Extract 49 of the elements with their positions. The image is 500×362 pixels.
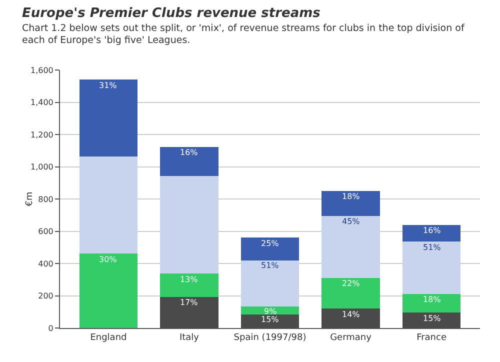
annotation: 22%: [342, 279, 360, 288]
x-tick-label: France: [416, 332, 447, 343]
x-tick-label: Spain (1997/98): [234, 332, 306, 343]
y-tick-label: 0: [48, 324, 54, 333]
annotation: 18%: [423, 295, 442, 304]
bar: [322, 190, 380, 216]
bar: [79, 156, 138, 254]
y-axis-title: €m: [25, 192, 35, 206]
annotation: 16%: [180, 148, 198, 157]
y-tick-label: 800: [38, 194, 54, 204]
annotation: 51%: [423, 243, 442, 252]
bar: [160, 274, 218, 298]
bar: [79, 80, 138, 157]
bar: [322, 278, 380, 309]
bar: [240, 238, 300, 260]
annotation: 45%: [342, 217, 360, 226]
annotation: 9%: [264, 307, 278, 316]
annotation: 18%: [342, 192, 360, 201]
y-tick-label: 400: [38, 259, 54, 268]
annotation: 31%: [99, 81, 118, 90]
annotation: 16%: [423, 226, 442, 235]
chart-title: Europe's Premier Clubs revenue streams: [22, 6, 322, 21]
y-tick-label: 1,200: [30, 130, 54, 140]
bar: [240, 260, 300, 306]
bar: [402, 225, 461, 242]
annotation: 30%: [99, 255, 118, 264]
chart-subtitle: Chart 1.2 below sets out the split, or 'mix', of revenue streams for clubs in the top division of each of Europe's 'big five' Leagues.: [22, 23, 466, 48]
y-tick-label: 600: [38, 227, 54, 236]
y-tick-label: 1,600: [30, 66, 54, 75]
y-tick-label: 1,400: [30, 98, 54, 108]
bar: [402, 242, 461, 294]
annotation: 25%: [261, 239, 280, 248]
annotation: 51%: [261, 261, 280, 270]
bar: [322, 216, 380, 278]
annotation: 15%: [261, 315, 280, 324]
annotation: 14%: [342, 310, 360, 319]
bar: [240, 306, 300, 314]
annotation: 17%: [180, 298, 198, 307]
bar: [79, 254, 138, 328]
x-tick-label: Germany: [330, 332, 372, 343]
annotation: 13%: [180, 275, 198, 284]
y-tick-label: 1,000: [30, 162, 54, 172]
x-tick-label: England: [90, 332, 127, 343]
bar: [160, 176, 218, 274]
bar: [402, 294, 461, 313]
bar: [160, 146, 218, 176]
x-tick-label: Italy: [179, 332, 200, 343]
y-tick-label: 200: [38, 292, 54, 301]
annotation: 15%: [423, 314, 442, 323]
